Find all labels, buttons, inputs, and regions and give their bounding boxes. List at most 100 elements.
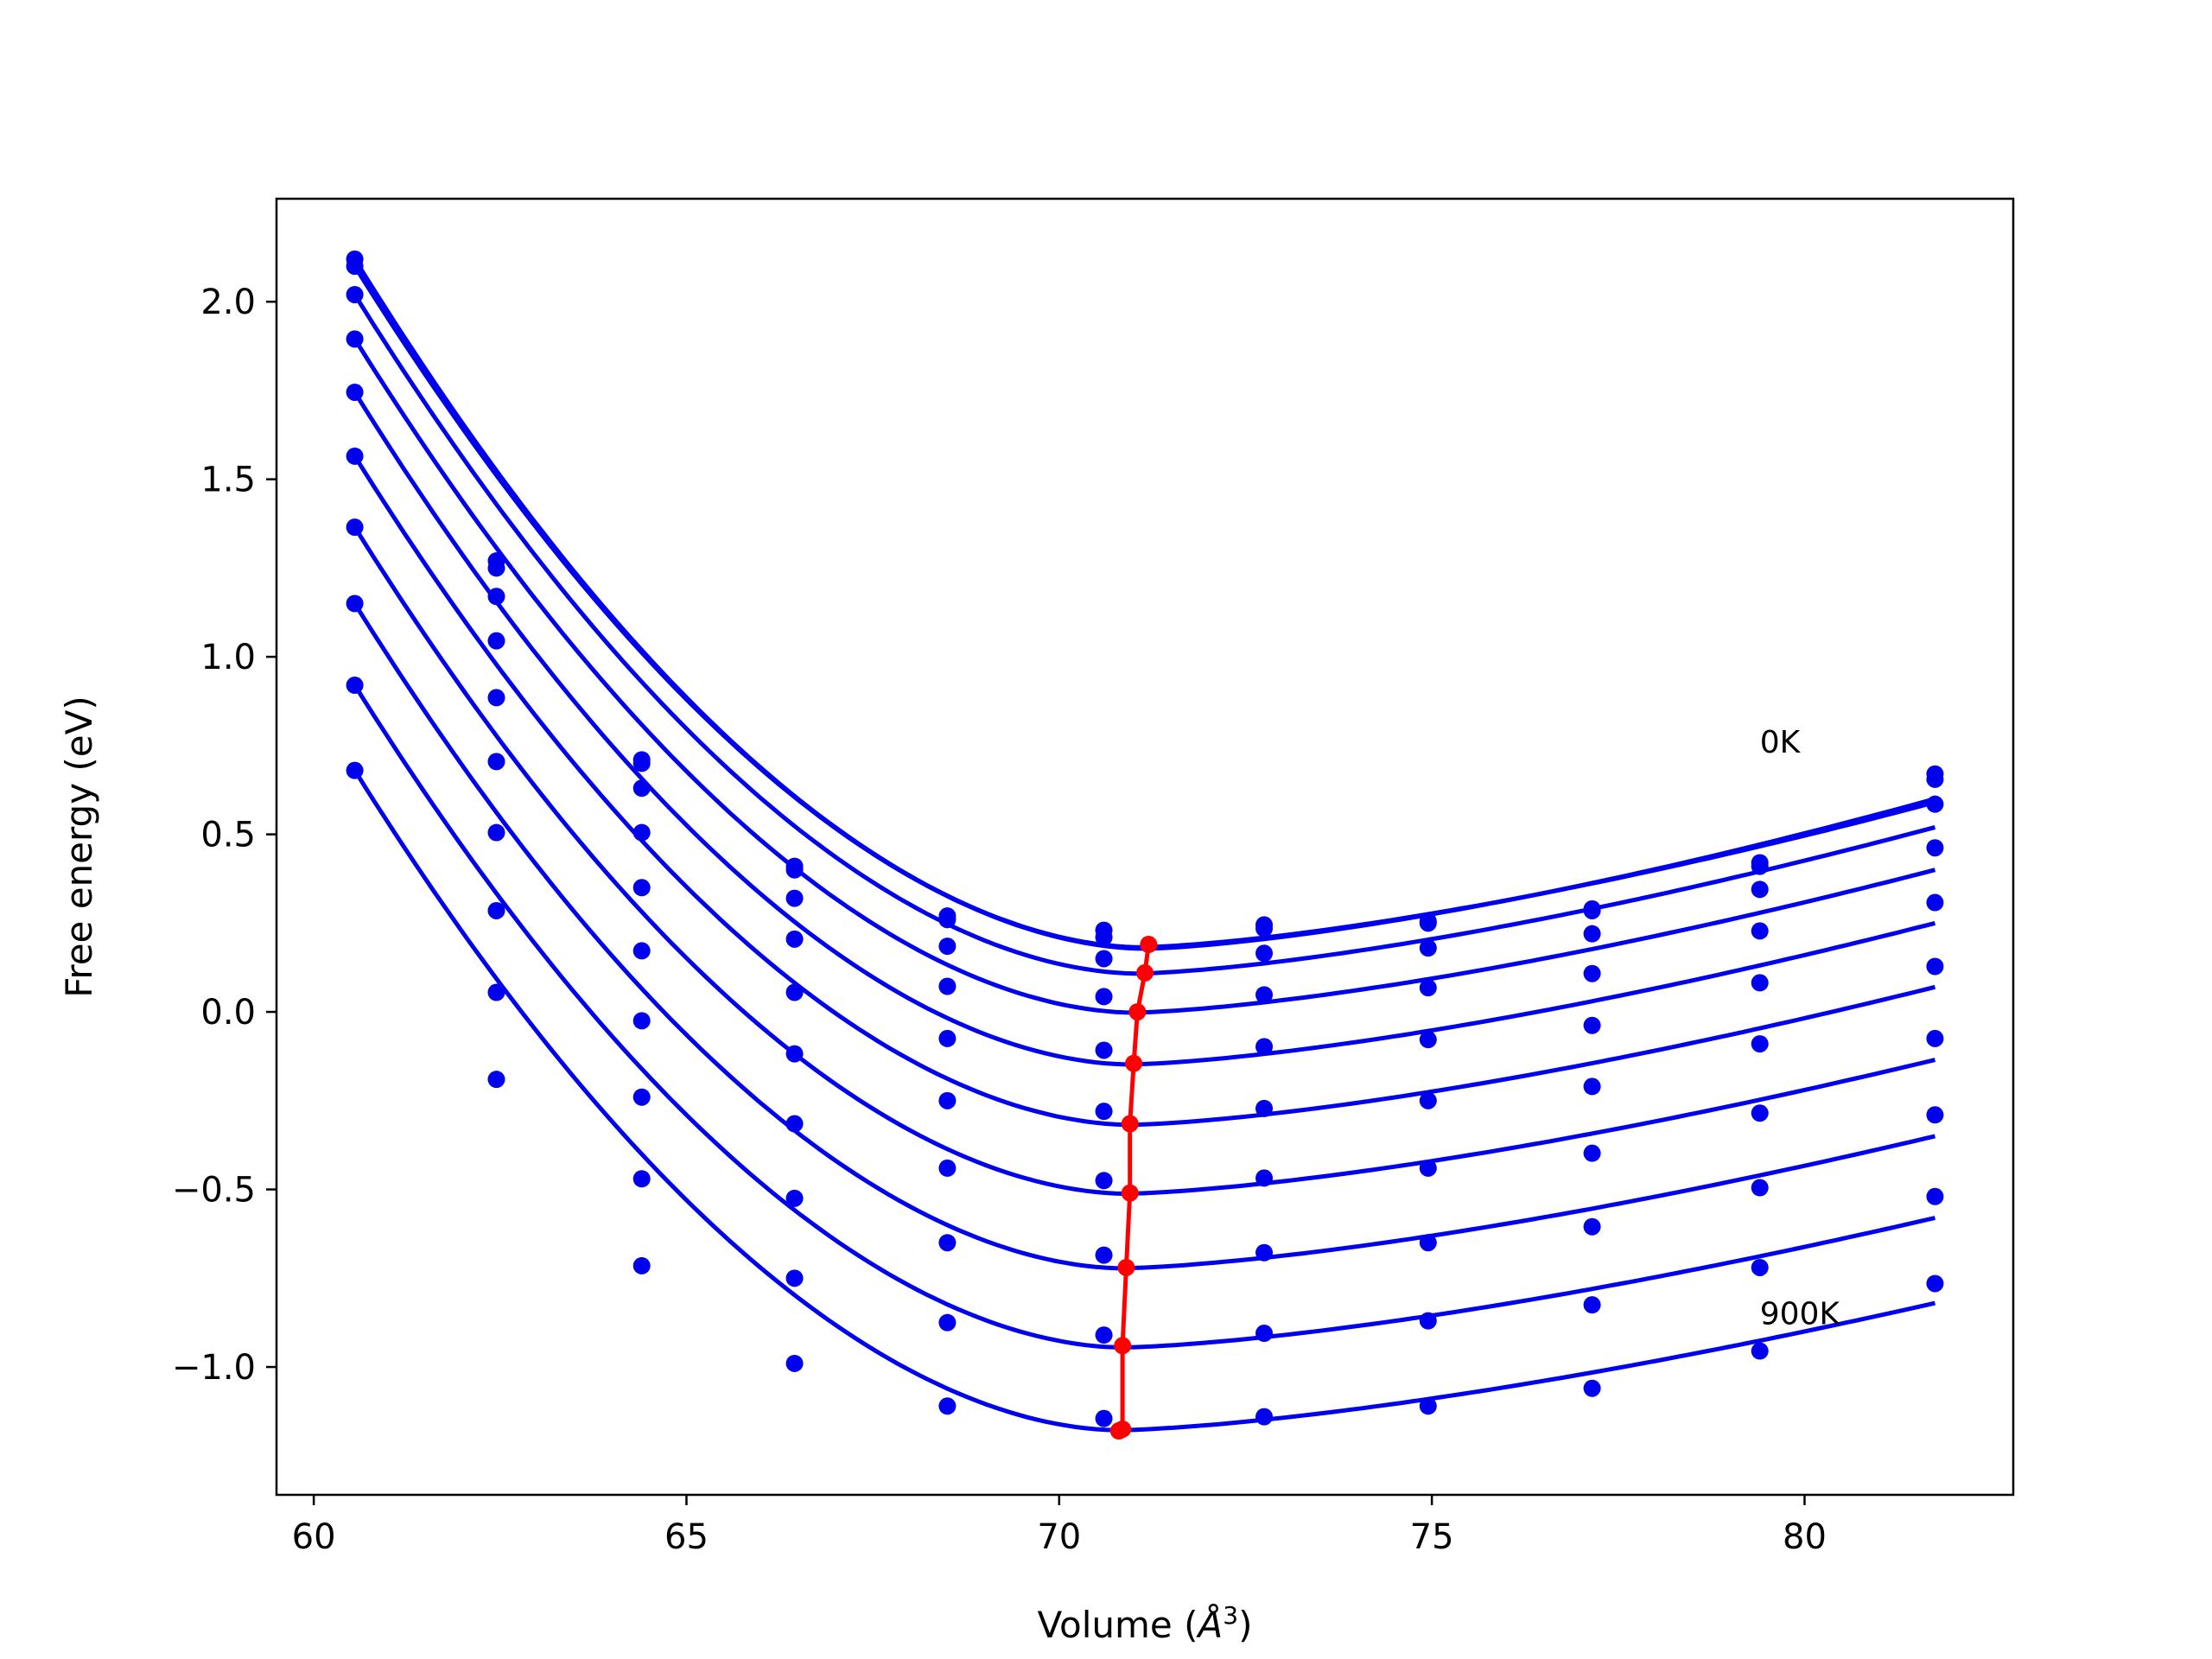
minima-point bbox=[1128, 1003, 1147, 1021]
minima-curve bbox=[1109, 936, 1158, 1440]
data-point bbox=[1419, 1397, 1437, 1415]
minima-point bbox=[1136, 963, 1154, 982]
data-point bbox=[1095, 1172, 1113, 1190]
x-tick-label: 70 bbox=[1037, 1517, 1081, 1557]
data-point bbox=[1095, 988, 1113, 1006]
data-point bbox=[1255, 1325, 1274, 1343]
data-point bbox=[1583, 901, 1601, 919]
minima-point bbox=[1121, 1115, 1139, 1133]
data-point bbox=[1255, 1408, 1274, 1426]
data-point bbox=[1926, 1106, 1944, 1124]
series-line bbox=[353, 454, 1936, 1128]
y-tick-label: −1.0 bbox=[172, 1348, 256, 1388]
data-point bbox=[632, 1088, 651, 1106]
data-point bbox=[938, 1397, 957, 1415]
data-point bbox=[1255, 986, 1274, 1004]
minima-point bbox=[1121, 1184, 1139, 1202]
data-point bbox=[938, 938, 957, 956]
x-tick-label: 75 bbox=[1410, 1517, 1454, 1557]
series-line bbox=[353, 769, 1936, 1433]
data-point bbox=[632, 754, 651, 772]
data-point bbox=[1255, 1169, 1274, 1187]
minima-line bbox=[1117, 944, 1151, 1433]
data-point bbox=[487, 901, 505, 919]
data-point bbox=[1583, 964, 1601, 982]
data-point bbox=[1926, 795, 1944, 813]
data-point bbox=[1419, 1091, 1437, 1109]
data-point bbox=[346, 383, 364, 401]
x-tick-label: 60 bbox=[292, 1517, 336, 1557]
y-axis-label: Free energy (eV) bbox=[58, 696, 100, 998]
data-point bbox=[632, 942, 651, 960]
data-point bbox=[785, 1045, 804, 1063]
y-tick-label: 1.0 bbox=[200, 638, 256, 677]
data-point bbox=[785, 1269, 804, 1287]
series-line bbox=[353, 602, 1936, 1271]
data-point bbox=[632, 823, 651, 842]
data-point bbox=[487, 588, 505, 606]
x-axis-label: Volume (Å3) bbox=[1038, 1601, 1253, 1646]
data-point bbox=[938, 1091, 957, 1109]
data-point bbox=[1255, 919, 1274, 938]
y-axis: −1.0 −0.5 0.0 0.5 1.0 1.5 2.0 bbox=[172, 283, 276, 1388]
minima-point bbox=[1125, 1054, 1143, 1072]
data-point bbox=[938, 1234, 957, 1252]
data-point bbox=[346, 761, 364, 779]
minima-point bbox=[1117, 1258, 1135, 1276]
data-point bbox=[487, 983, 505, 1001]
series-line bbox=[353, 525, 1936, 1197]
data-point bbox=[1751, 1104, 1769, 1122]
data-point bbox=[1926, 1187, 1944, 1205]
data-point bbox=[632, 1170, 651, 1188]
data-point bbox=[785, 1354, 804, 1372]
data-point bbox=[346, 677, 364, 695]
data-point bbox=[1583, 925, 1601, 943]
data-point bbox=[1095, 928, 1113, 946]
y-tick-label: 1.5 bbox=[200, 461, 256, 500]
data-point bbox=[938, 911, 957, 929]
data-point bbox=[1095, 1409, 1113, 1427]
data-point bbox=[785, 861, 804, 879]
data-point bbox=[1926, 1274, 1944, 1293]
series-line bbox=[353, 683, 1936, 1350]
data-point bbox=[1419, 979, 1437, 997]
data-point bbox=[785, 983, 804, 1001]
plot-frame bbox=[275, 197, 2015, 1497]
data-point bbox=[938, 977, 957, 995]
data-point bbox=[346, 594, 364, 613]
data-point bbox=[1095, 1246, 1113, 1264]
data-point bbox=[1583, 1379, 1601, 1397]
data-point bbox=[1255, 1243, 1274, 1262]
data-point bbox=[1583, 1144, 1601, 1162]
data-point bbox=[1095, 1326, 1113, 1344]
data-point bbox=[1095, 1103, 1113, 1121]
x-axis: 60 65 70 75 80 bbox=[292, 1495, 1827, 1557]
minima-point bbox=[1114, 1337, 1132, 1355]
data-point bbox=[1583, 1016, 1601, 1034]
x-tick-label: 65 bbox=[664, 1517, 709, 1557]
data-point bbox=[1419, 1031, 1437, 1049]
data-point bbox=[1751, 974, 1769, 992]
data-point bbox=[487, 689, 505, 707]
temperature-annotation: 0K bbox=[1760, 725, 1802, 760]
data-point bbox=[632, 1256, 651, 1274]
x-tick-label: 80 bbox=[1783, 1517, 1827, 1557]
data-point bbox=[1751, 880, 1769, 899]
data-point bbox=[1583, 1296, 1601, 1314]
data-point bbox=[938, 1159, 957, 1177]
data-point bbox=[785, 930, 804, 948]
data-point bbox=[1255, 944, 1274, 963]
data-point bbox=[1751, 1342, 1769, 1360]
data-point bbox=[346, 518, 364, 537]
data-point bbox=[1419, 1159, 1437, 1177]
data-point bbox=[487, 753, 505, 771]
data-point bbox=[1751, 1258, 1769, 1276]
data-point bbox=[938, 1313, 957, 1332]
y-tick-label: 0.5 bbox=[200, 816, 256, 855]
data-point bbox=[1419, 939, 1437, 957]
data-point bbox=[785, 1189, 804, 1207]
data-point bbox=[487, 632, 505, 650]
minima-point bbox=[1109, 1422, 1128, 1440]
